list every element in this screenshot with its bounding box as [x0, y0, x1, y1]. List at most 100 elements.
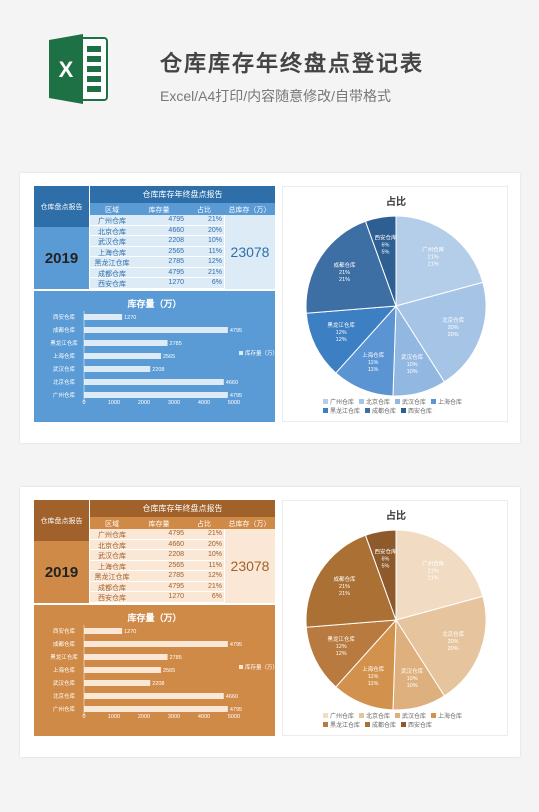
bar-legend-label: 库存量（万） [245, 663, 275, 671]
bar-category-label: 黑龙江仓库 [50, 339, 78, 347]
bar [84, 353, 161, 359]
row-qty: 4795 [168, 530, 184, 537]
pie-slice-label: 成都仓库 [334, 575, 357, 583]
legend-swatch [395, 713, 401, 718]
bar [84, 654, 168, 660]
row-qty: 2208 [168, 551, 184, 558]
row-area: 广州仓库 [98, 532, 126, 539]
pie-slice-value-pct: 10% [407, 683, 418, 689]
row-qty: 2785 [168, 258, 184, 265]
bar-category-label: 武汉仓库 [53, 365, 76, 373]
legend-label: 成都仓库 [372, 723, 397, 729]
bar [84, 327, 228, 333]
legend-swatch [323, 408, 328, 413]
bar-value-label: 1270 [124, 315, 136, 321]
legend-label: 黑龙江仓库 [330, 409, 361, 415]
bar-category-label: 广州仓库 [53, 705, 76, 713]
report-table: 仓库库存年终盘点报告 区域 库存量 占比 总库存（万） 广州仓库 4795 21% 北… [90, 500, 275, 603]
pie-slice-label: 西安仓库 [374, 234, 397, 242]
bar-category-label: 广州仓库 [53, 391, 76, 399]
bar-value-label: 4795 [230, 642, 242, 648]
header-area: 区域 [105, 521, 119, 528]
pie-slice-label: 成都仓库 [334, 261, 357, 269]
table-row: 广州仓库 4795 21% [90, 529, 224, 540]
bar [84, 693, 224, 699]
pie-slice-label: 上海仓库 [362, 351, 385, 359]
pie-slice-value-pct: 11% [368, 367, 379, 373]
legend-item: 上海仓库 [431, 713, 462, 722]
pie-slice [364, 529, 397, 621]
pie-slice-pct: 21% [428, 254, 439, 260]
pie-slice-value-pct: 12% [336, 337, 347, 343]
legend-label: 广州仓库 [330, 714, 355, 720]
row-area: 成都仓库 [98, 584, 126, 592]
table-row: 西安仓库 1270 6% [90, 592, 224, 603]
pie-slice [305, 619, 398, 688]
row-area: 西安仓库 [98, 595, 126, 602]
bar-chart: 西安仓库 1270 成都仓库 4795 黑龙江仓库 2785 上海仓库 2565 武汉仓库 220… [50, 311, 275, 406]
legend-item: 北京仓库 [359, 399, 390, 408]
row-pct: 21% [207, 216, 222, 223]
bar-value-label: 2208 [152, 681, 164, 687]
table-row: 上海仓库 2565 11% [90, 247, 224, 257]
pie-slice-label: 北京仓库 [442, 630, 465, 638]
pie-slice-label: 广州仓库 [422, 245, 445, 253]
bar-category-label: 武汉仓库 [53, 679, 76, 687]
row-qty: 4795 [168, 268, 184, 276]
row-area: 黑龙江仓库 [94, 260, 130, 267]
row-pct: 21% [207, 582, 222, 590]
report-header-row: 区域 库存量 占比 总库存（万） [90, 203, 275, 215]
legend-item: 黑龙江仓库 [323, 408, 360, 417]
row-pct: 12% [207, 572, 222, 579]
page-title: 仓库库存年终盘点登记表 [160, 51, 425, 76]
pie-chart-panel: 占比 广州仓库 21% 21% 北京仓库 20% 20% 武汉仓库 10% 10% 上海仓库 11%… [282, 500, 508, 736]
pie-legend: 广州仓库 北京仓库 武汉仓库 上海仓库黑龙江仓库 成都仓库 西安仓库 [323, 713, 483, 731]
bar-legend-swatch [239, 665, 243, 669]
row-pct: 12% [207, 258, 222, 265]
bar-tick-label: 4000 [198, 400, 210, 406]
row-area: 黑龙江仓库 [94, 574, 130, 581]
pie-slice-value-pct: 20% [448, 332, 459, 338]
row-pct: 20% [207, 540, 222, 548]
pie-slice-label: 西安仓库 [374, 548, 397, 556]
row-pct: 21% [207, 268, 222, 276]
row-area: 成都仓库 [98, 270, 126, 278]
row-qty: 2785 [168, 572, 184, 579]
legend-swatch [395, 399, 401, 404]
bar-value-label: 2785 [170, 341, 182, 347]
bar [84, 641, 228, 647]
report-table: 仓库库存年终盘点报告 区域 库存量 占比 总库存（万） 广州仓库 4795 21% 北… [90, 186, 275, 289]
row-area: 武汉仓库 [98, 553, 126, 560]
pie-slice-value-pct: 21% [339, 277, 350, 283]
bar-value-label: 2785 [170, 655, 182, 661]
pie-slice [395, 595, 487, 697]
bar-category-label: 西安仓库 [53, 313, 76, 321]
pie-slice [364, 215, 397, 307]
legend-item: 西安仓库 [401, 408, 432, 417]
pie-slice-label: 黑龙江仓库 [327, 321, 355, 329]
row-qty: 4660 [168, 226, 184, 234]
legend-item: 武汉仓库 [395, 713, 426, 722]
page-subtitle: Excel/A4打印/内容随意修改/自带格式 [160, 88, 392, 104]
pie-slice-pct: 10% [407, 362, 418, 368]
table-row: 武汉仓库 2208 10% [90, 236, 224, 247]
row-qty: 2208 [168, 237, 184, 244]
bar [84, 667, 161, 673]
legend-item: 成都仓库 [365, 722, 396, 731]
legend-item: 广州仓库 [323, 399, 354, 408]
sheet-blue: 仓库盘点报告 2019 仓库库存年终盘点报告 区域 库存量 占比 总库存（万） … [20, 173, 520, 443]
pie-slice-value-pct: 20% [448, 646, 459, 652]
row-pct: 10% [207, 551, 222, 558]
legend-label: 上海仓库 [438, 714, 463, 720]
header-total: 总库存（万） [228, 207, 271, 214]
row-qty: 2565 [168, 247, 184, 255]
report-side: 仓库盘点报告 2019 [34, 186, 89, 289]
bar [84, 680, 151, 686]
row-qty: 4795 [168, 216, 184, 223]
legend-label: 武汉仓库 [402, 714, 427, 720]
sheet-brown: 仓库盘点报告 2019 仓库库存年终盘点报告 区域 库存量 占比 总库存（万） … [20, 487, 520, 757]
row-qty: 4795 [168, 582, 184, 590]
bar-category-label: 成都仓库 [53, 326, 76, 334]
legend-item: 北京仓库 [359, 713, 390, 722]
